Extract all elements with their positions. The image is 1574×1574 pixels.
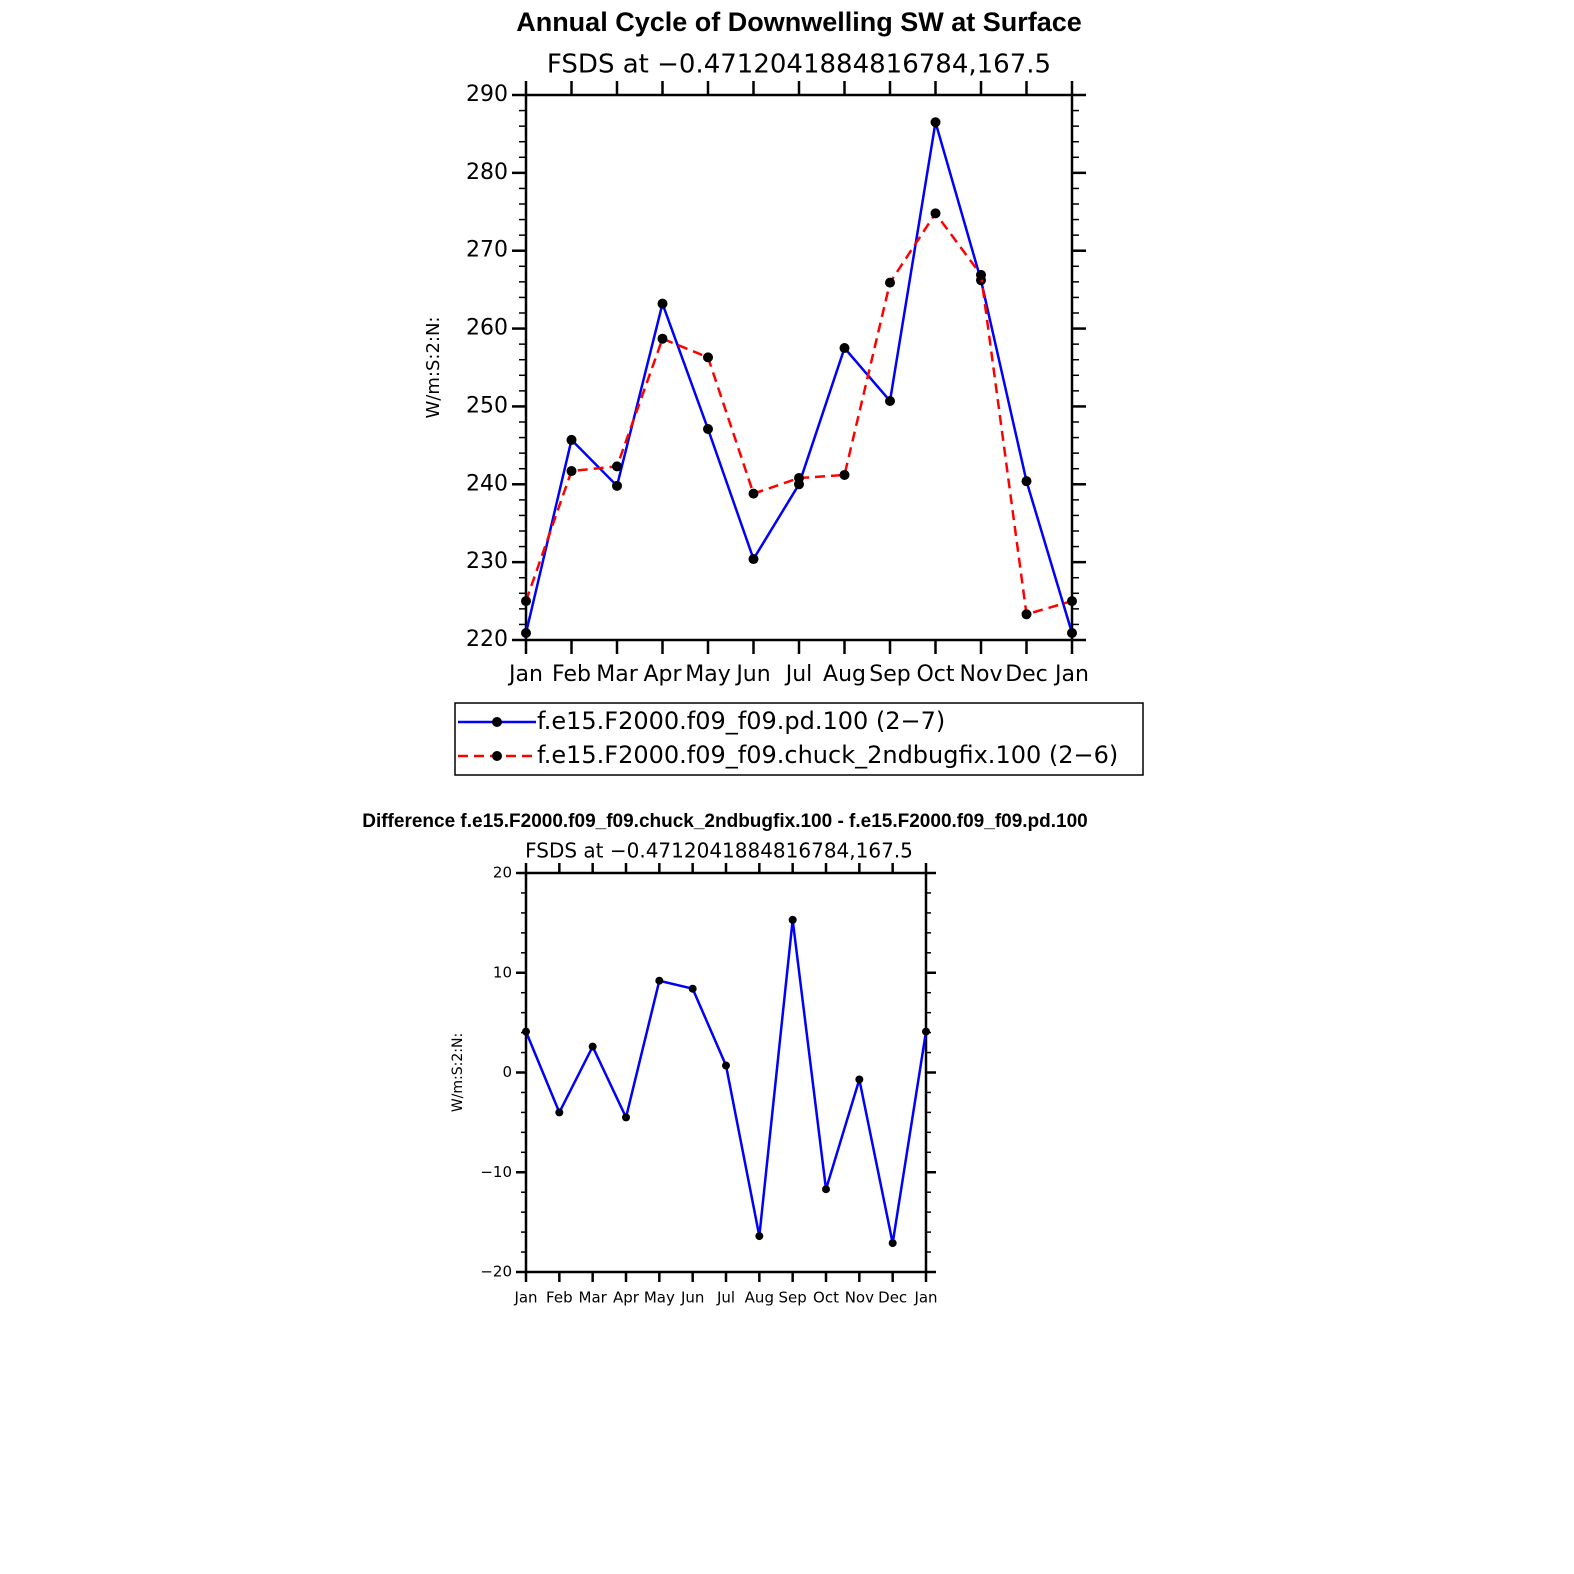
data-point <box>822 1185 830 1194</box>
data-point <box>657 298 668 309</box>
data-point <box>1021 476 1032 487</box>
legend-label: f.e15.F2000.f09_f09.chuck_2ndbugfix.100 … <box>537 741 1118 769</box>
x-tick-label: Aug <box>745 1289 774 1307</box>
data-point <box>521 627 531 638</box>
data-point <box>612 480 622 491</box>
data-point <box>566 434 577 445</box>
x-tick-label: Jun <box>734 662 770 687</box>
data-point <box>566 466 577 477</box>
series-line <box>524 121 1074 634</box>
x-tick-label: Aug <box>823 662 866 687</box>
chart-title: Difference f.e15.F2000.f09_f09.chuck_2nd… <box>362 811 1088 832</box>
data-point <box>655 976 664 985</box>
x-tick-label: Oct <box>916 662 954 687</box>
data-point <box>888 1239 897 1248</box>
x-tick-label: Nov <box>960 662 1003 687</box>
y-tick-label: −20 <box>480 1263 512 1281</box>
legend-marker <box>492 751 502 761</box>
y-tick-label: 270 <box>466 238 508 263</box>
data-point <box>703 424 713 435</box>
legend-box <box>454 702 1144 776</box>
x-tick-label: Mar <box>596 662 638 687</box>
x-tick-label: Feb <box>552 662 591 687</box>
data-point <box>794 473 804 484</box>
y-tick-label: 280 <box>466 160 508 185</box>
data-point <box>688 984 697 993</box>
y-axis-label: W/m:S:2:N: <box>423 317 444 419</box>
data-point <box>976 269 986 280</box>
data-point <box>922 1027 930 1036</box>
data-point <box>748 554 759 565</box>
series-line <box>524 919 928 1244</box>
data-point <box>788 915 797 924</box>
data-point <box>703 352 713 363</box>
y-tick-label: 0 <box>502 1063 512 1081</box>
data-point <box>755 1232 764 1241</box>
legend-marker <box>492 717 502 727</box>
x-tick-label: Jun <box>680 1289 704 1307</box>
chart-subtitle: FSDS at −0.4712041884816784,167.5 <box>547 50 1051 80</box>
data-point <box>1067 627 1077 638</box>
series-line <box>524 211 1073 616</box>
x-tick-label: Jul <box>784 662 813 687</box>
x-tick-label: Apr <box>613 1289 640 1307</box>
data-point <box>588 1042 597 1051</box>
data-point <box>657 333 668 344</box>
y-tick-label: 220 <box>466 627 508 652</box>
x-tick-label: Jan <box>507 662 543 687</box>
data-point <box>1067 596 1077 607</box>
chart-title: Annual Cycle of Downwelling SW at Surfac… <box>516 7 1082 37</box>
x-tick-label: May <box>685 662 730 687</box>
data-point <box>930 117 941 128</box>
x-tick-label: Jan <box>913 1289 937 1307</box>
data-point <box>722 1061 730 1070</box>
data-point <box>839 469 850 480</box>
y-tick-label: 250 <box>466 393 508 418</box>
data-point <box>622 1113 630 1122</box>
data-point <box>748 488 759 499</box>
y-axis-label: W/m:S:2:N: <box>450 1033 466 1112</box>
y-tick-label: 20 <box>493 864 512 882</box>
y-tick-label: −10 <box>480 1163 512 1181</box>
data-point <box>839 343 850 354</box>
x-tick-label: Mar <box>579 1289 608 1307</box>
legend-label: f.e15.F2000.f09_f09.pd.100 (2−7) <box>537 707 945 735</box>
x-tick-label: Jul <box>716 1289 735 1307</box>
plot-frame <box>524 871 928 1274</box>
x-tick-label: Sep <box>869 662 910 687</box>
x-tick-label: Dec <box>1005 662 1048 687</box>
x-tick-label: Nov <box>845 1289 874 1307</box>
data-point <box>555 1108 564 1117</box>
x-tick-label: Dec <box>878 1289 907 1307</box>
data-point <box>522 1027 530 1036</box>
y-tick-label: 260 <box>466 316 508 341</box>
data-point <box>521 596 531 607</box>
x-tick-label: Apr <box>643 662 682 687</box>
y-tick-label: 10 <box>493 963 512 981</box>
y-tick-label: 240 <box>466 471 508 496</box>
x-tick-label: Feb <box>546 1289 573 1307</box>
x-tick-label: Jan <box>513 1289 537 1307</box>
data-point <box>612 461 622 472</box>
data-point <box>885 277 895 288</box>
x-tick-label: Sep <box>779 1289 807 1307</box>
data-point <box>855 1075 864 1084</box>
chart-subtitle: FSDS at −0.4712041884816784,167.5 <box>525 839 913 863</box>
x-tick-label: Oct <box>813 1289 839 1307</box>
data-point <box>885 395 895 406</box>
y-tick-label: 290 <box>466 82 508 107</box>
data-point <box>1021 609 1032 620</box>
data-point <box>930 208 941 219</box>
plot-frame <box>524 93 1074 642</box>
y-tick-label: 230 <box>466 549 508 574</box>
x-tick-label: Jan <box>1053 662 1089 687</box>
x-tick-label: May <box>644 1289 675 1307</box>
